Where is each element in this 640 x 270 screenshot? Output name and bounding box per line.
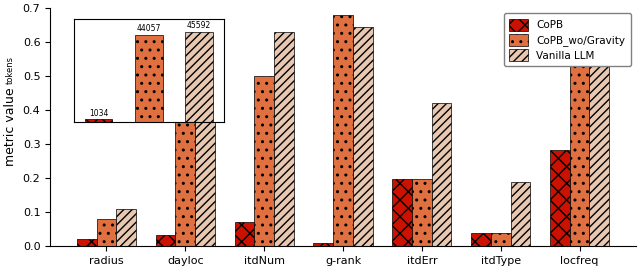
Bar — [274, 32, 294, 246]
Bar — [471, 233, 491, 246]
Y-axis label: metric value: metric value — [4, 88, 17, 166]
Text: tokens: tokens — [6, 56, 15, 84]
Bar — [175, 122, 195, 246]
Bar — [156, 235, 175, 246]
Text: 1034: 1034 — [89, 109, 108, 118]
Bar — [511, 182, 531, 246]
Bar — [412, 179, 432, 246]
Bar — [491, 233, 511, 246]
Bar — [85, 119, 113, 122]
Bar — [333, 15, 353, 246]
Text: 44057: 44057 — [136, 24, 161, 33]
Bar — [77, 239, 97, 246]
Bar — [570, 42, 589, 246]
Text: 45592: 45592 — [187, 21, 211, 30]
Bar — [254, 76, 274, 246]
Bar — [97, 219, 116, 246]
Bar — [185, 32, 212, 122]
Bar — [589, 42, 609, 246]
Bar — [432, 103, 451, 246]
Bar — [116, 209, 136, 246]
Bar — [195, 88, 215, 246]
Bar — [135, 35, 163, 122]
Legend: CoPB, CoPB_wo/Gravity, Vanilla LLM: CoPB, CoPB_wo/Gravity, Vanilla LLM — [504, 14, 630, 66]
Bar — [235, 222, 254, 246]
Bar — [353, 27, 372, 246]
Bar — [392, 179, 412, 246]
Bar — [314, 243, 333, 246]
Bar — [550, 150, 570, 246]
